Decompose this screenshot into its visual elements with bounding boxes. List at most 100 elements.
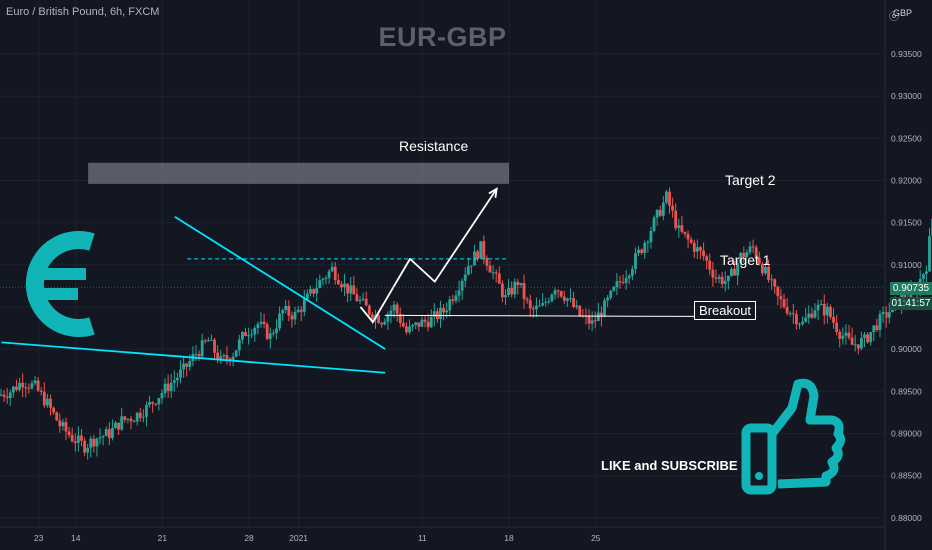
- candle: [630, 268, 634, 276]
- candle: [714, 277, 718, 279]
- candle: [361, 298, 365, 300]
- candle: [367, 305, 371, 315]
- symbol-header[interactable]: Euro / British Pound, 6h, FXCM: [6, 6, 160, 18]
- candle: [547, 301, 551, 303]
- candle: [188, 361, 192, 367]
- candle: [525, 298, 529, 301]
- candle: [671, 205, 675, 211]
- candle: [847, 332, 851, 338]
- candle: [36, 380, 40, 391]
- candle: [340, 284, 343, 288]
- candle: [355, 294, 359, 302]
- candle: [661, 202, 665, 216]
- candle: [695, 247, 699, 252]
- candle: [86, 447, 90, 453]
- candle: [863, 334, 866, 339]
- time-axis[interactable]: 23Dec71421282021111825: [0, 533, 601, 543]
- candle: [241, 332, 244, 340]
- candle: [841, 335, 845, 339]
- x-tick-label: 18: [504, 533, 514, 543]
- candle: [172, 380, 176, 383]
- candle: [18, 382, 21, 390]
- candle: [432, 311, 436, 317]
- candle: [603, 300, 606, 317]
- candle: [352, 285, 356, 295]
- y-tick-label: 0.90000: [891, 344, 922, 354]
- candle: [392, 304, 396, 311]
- candle: [757, 257, 761, 264]
- candle: [609, 290, 613, 298]
- candle: [816, 304, 820, 311]
- currency-label[interactable]: GBP: [892, 8, 912, 18]
- candle: [343, 283, 346, 288]
- candle: [46, 398, 49, 406]
- candle: [210, 339, 213, 341]
- y-tick-label: 0.88500: [891, 471, 922, 481]
- candle: [333, 266, 337, 280]
- candle: [306, 293, 309, 300]
- candle: [677, 225, 681, 229]
- candle: [83, 440, 86, 453]
- candle: [535, 305, 538, 310]
- candle: [64, 422, 68, 432]
- candle: [500, 283, 504, 298]
- candle: [711, 269, 715, 278]
- candle: [234, 350, 238, 357]
- candle: [819, 303, 823, 305]
- x-tick-label: 28: [244, 533, 254, 543]
- candle: [216, 352, 220, 361]
- price-axis[interactable]: 0.93500 0.93000 0.92500 0.92000 0.91500 0.910…: [891, 49, 922, 523]
- candle: [318, 280, 322, 288]
- candle: [371, 314, 374, 320]
- candle: [309, 289, 312, 294]
- grid: [0, 0, 885, 527]
- candle: [457, 290, 461, 296]
- candle: [21, 382, 25, 388]
- candle: [807, 313, 811, 318]
- candle: [810, 313, 814, 318]
- candle: [262, 321, 266, 325]
- candle: [634, 253, 637, 269]
- candle: [33, 380, 37, 384]
- candle: [451, 299, 455, 301]
- candle: [683, 231, 687, 234]
- candle: [197, 354, 201, 357]
- candle: [606, 297, 610, 301]
- candle: [866, 334, 869, 343]
- target-1-label: Target 1: [720, 252, 771, 268]
- candle: [822, 303, 826, 316]
- candle: [442, 307, 445, 313]
- candle: [674, 210, 678, 229]
- candle: [157, 398, 161, 405]
- x-tick-label: 2021: [289, 533, 308, 543]
- candle: [194, 354, 198, 356]
- candle: [649, 230, 653, 242]
- candle: [138, 412, 142, 418]
- candle: [853, 344, 857, 346]
- currency-menu-icon[interactable]: ⓞ: [889, 12, 899, 23]
- candle: [460, 280, 464, 291]
- candle: [510, 287, 514, 295]
- candle: [185, 363, 189, 367]
- thumbs-up-icon: [741, 378, 846, 495]
- euro-icon: [25, 231, 95, 337]
- candle: [321, 278, 325, 281]
- candle: [921, 273, 925, 279]
- candle: [680, 225, 684, 232]
- resistance-label: Resistance: [399, 138, 469, 154]
- upper-trendline: [174, 215, 386, 350]
- candle: [699, 247, 702, 251]
- candle: [928, 236, 931, 272]
- candle: [278, 313, 281, 329]
- candle: [39, 390, 43, 392]
- resistance-zone: [88, 162, 510, 184]
- candle: [420, 319, 424, 327]
- candle: [519, 282, 523, 286]
- candle: [507, 287, 510, 296]
- candle: [61, 422, 65, 427]
- candle: [801, 321, 805, 325]
- y-tick-label: 0.91000: [891, 260, 922, 270]
- candle: [705, 256, 709, 261]
- candle: [2, 394, 6, 397]
- candle: [163, 383, 167, 394]
